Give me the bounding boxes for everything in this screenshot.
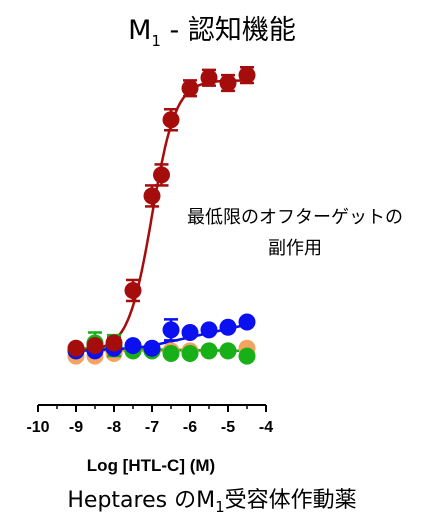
caption-suffix: 受容体作動薬 [225, 488, 357, 513]
data-point-green [181, 344, 199, 362]
data-point-red [153, 166, 170, 184]
chart-title-prefix: M [128, 15, 151, 46]
data-point-red [181, 79, 199, 97]
data-point-blue [200, 321, 218, 339]
data-point-blue [238, 313, 256, 331]
x-tick-label: -9 [69, 419, 83, 436]
data-point-green [238, 347, 256, 365]
data-point-green [200, 342, 218, 360]
data-point-blue [219, 318, 237, 336]
caption-prefix: Heptares のM [67, 488, 215, 513]
data-point-red [200, 69, 218, 87]
data-point-blue [162, 321, 180, 339]
x-tick-label: -6 [183, 419, 197, 436]
fit-curve-blue [75, 323, 248, 353]
data-point-red [67, 339, 85, 357]
caption: Heptares のM1受容体作動薬 [67, 488, 356, 516]
chart-title-subscript: 1 [151, 32, 161, 50]
data-point-blue [181, 323, 199, 341]
annotation-line-1: 最低限のオフターゲットの [187, 207, 403, 228]
data-point-green [219, 342, 237, 360]
data-point-red [219, 74, 237, 92]
annotation-line-2: 副作用 [268, 238, 322, 259]
chart-title-suffix: - 認知機能 [161, 15, 296, 46]
data-point-red [124, 281, 142, 299]
x-tick-label: -10 [26, 419, 49, 436]
data-point-red [143, 187, 161, 205]
data-point-blue [143, 339, 161, 357]
data-point-green [162, 344, 180, 362]
chart-title: M1 - 認知機能 [128, 15, 296, 50]
data-points [67, 66, 256, 365]
data-point-red [162, 111, 180, 129]
data-point-red [238, 66, 256, 84]
x-axis-label: Log [HTL-C] (M) [87, 456, 215, 475]
caption-subscript: 1 [215, 498, 225, 516]
x-tick-label: -7 [145, 419, 159, 436]
data-point-red [86, 337, 104, 355]
x-tick-label: -4 [259, 419, 273, 436]
data-point-red [105, 334, 123, 352]
x-tick-label: -5 [221, 419, 235, 436]
data-point-blue [124, 337, 142, 355]
x-axis: -10 -9 -8 -7 -6 -5 -4 [26, 404, 273, 436]
x-tick-label: -8 [107, 419, 121, 436]
